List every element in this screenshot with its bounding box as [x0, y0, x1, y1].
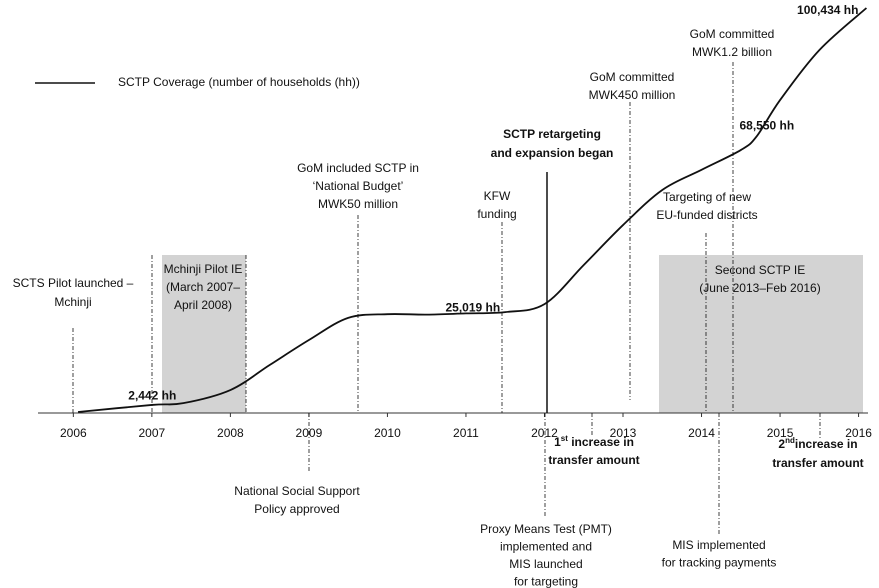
second-ie-period [659, 255, 863, 413]
annotation-text: (March 2007– [166, 280, 240, 294]
annotation: implemented and [500, 540, 592, 554]
value-label: 2,442 hh [128, 388, 176, 402]
annotation-text: Policy approved [254, 502, 339, 516]
annotation-text: for tracking payments [662, 556, 777, 570]
x-tick-label: 2011 [453, 426, 479, 440]
annotation: GoM committed [690, 27, 775, 41]
annotation: GoM included SCTP in [297, 161, 419, 175]
annotation-text: SCTS Pilot launched – [13, 276, 134, 290]
x-tick-label: 2016 [845, 426, 872, 440]
annotation: 2ndincrease in [778, 436, 857, 452]
value-label: 25,019 hh [446, 300, 501, 314]
annotation-text: for targeting [514, 575, 578, 588]
x-tick-label: 2015 [767, 426, 794, 440]
annotation-text: implemented and [500, 540, 592, 554]
annotation: SCTP retargeting [503, 127, 601, 141]
annotation-text: (June 2013–Feb 2016) [699, 281, 820, 295]
annotation-text: ‘National Budget’ [313, 179, 404, 193]
x-tick-label: 2006 [60, 426, 87, 440]
x-tick-label: 2014 [688, 426, 715, 440]
superscript: st [561, 434, 568, 443]
annotation: SCTS Pilot launched – [13, 276, 134, 290]
annotation: Policy approved [254, 502, 339, 516]
value-label: 68,550 hh [739, 119, 794, 133]
annotation: EU-funded districts [656, 208, 757, 222]
annotation-text: MWK1.2 billion [692, 45, 772, 59]
annotation-text: transfer amount [772, 456, 863, 470]
annotation: Second SCTP IE [715, 263, 806, 277]
x-tick-label: 2008 [217, 426, 244, 440]
annotation: MWK450 million [589, 88, 676, 102]
x-tick-label: 2013 [610, 426, 637, 440]
annotation-text: Targeting of new [663, 190, 751, 204]
legend-label: SCTP Coverage (number of households (hh)… [118, 75, 360, 89]
annotation-text: Mchinji [54, 295, 91, 309]
annotation-text: funding [477, 207, 516, 221]
annotation: transfer amount [772, 456, 863, 470]
annotation: and expansion began [491, 146, 614, 160]
annotation: 1st increase in [554, 434, 634, 450]
annotation: Proxy Means Test (PMT) [480, 522, 612, 536]
annotation-text: Mchinji Pilot IE [164, 262, 243, 276]
annotation-text: GoM committed [690, 27, 775, 41]
annotation-text: KFW [484, 189, 511, 203]
annotation-text: MWK50 million [318, 197, 398, 211]
annotation-text: MIS implemented [672, 538, 765, 552]
annotation-text: Second SCTP IE [715, 263, 806, 277]
x-tick-label: 2010 [374, 426, 401, 440]
annotation: KFW [484, 189, 511, 203]
annotation: for targeting [514, 575, 578, 588]
annotation-text: 1 [554, 435, 561, 449]
annotation-text: 2 [778, 437, 785, 451]
annotation: National Social Support [234, 484, 360, 498]
x-tick-label: 2007 [139, 426, 166, 440]
annotation-text: GoM committed [590, 70, 675, 84]
annotation-text: MWK450 million [589, 88, 676, 102]
annotation-text: National Social Support [234, 484, 360, 498]
annotation: (June 2013–Feb 2016) [699, 281, 820, 295]
value-label: 100,434 hh [797, 3, 858, 17]
annotation: for tracking payments [662, 556, 777, 570]
superscript: nd [785, 436, 795, 445]
annotation-text: increase in [568, 435, 634, 449]
annotation: GoM committed [590, 70, 675, 84]
annotation-text: SCTP retargeting [503, 127, 601, 141]
annotation: Targeting of new [663, 190, 751, 204]
annotation: April 2008) [174, 298, 232, 312]
pilot-ie-period [162, 255, 246, 413]
coverage-line [77, 7, 868, 413]
annotation: MIS implemented [672, 538, 765, 552]
annotation: Mchinji [54, 295, 91, 309]
annotation-text: and expansion began [491, 146, 614, 160]
annotation: ‘National Budget’ [313, 179, 404, 193]
annotation: funding [477, 207, 516, 221]
annotation-text: increase in [795, 437, 858, 451]
annotation: MWK1.2 billion [692, 45, 772, 59]
annotation: transfer amount [548, 453, 639, 467]
annotation-text: Proxy Means Test (PMT) [480, 522, 612, 536]
annotation-text: GoM included SCTP in [297, 161, 419, 175]
annotation: (March 2007– [166, 280, 240, 294]
annotation-text: April 2008) [174, 298, 232, 312]
annotation: MIS launched [509, 557, 582, 571]
annotation-text: MIS launched [509, 557, 582, 571]
annotation: MWK50 million [318, 197, 398, 211]
annotation-text: transfer amount [548, 453, 639, 467]
annotation: Mchinji Pilot IE [164, 262, 243, 276]
annotation-text: EU-funded districts [656, 208, 757, 222]
